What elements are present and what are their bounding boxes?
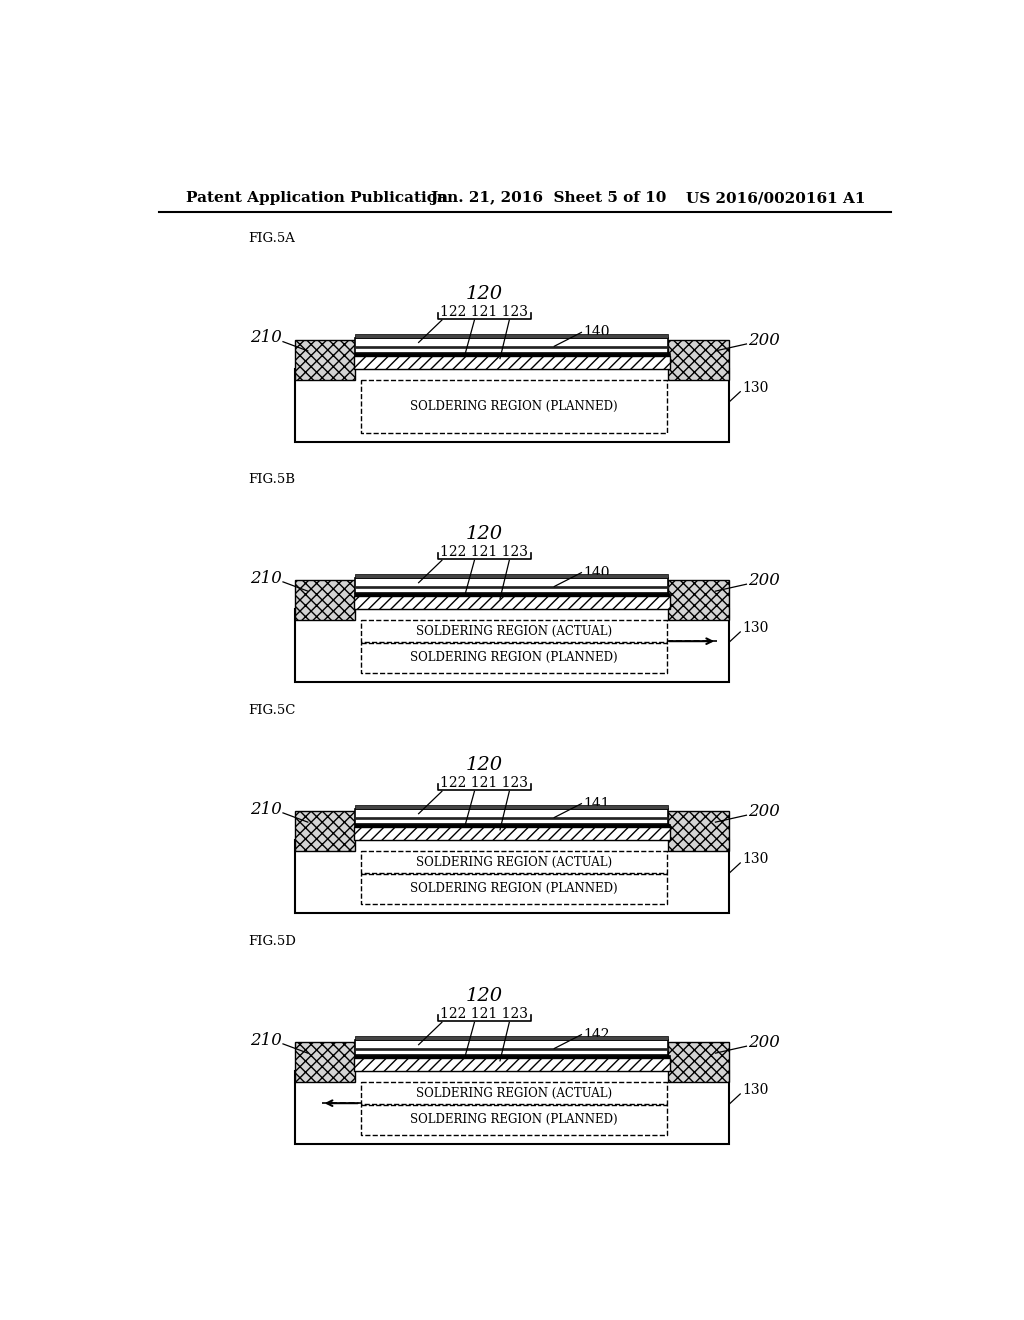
Text: Jan. 21, 2016  Sheet 5 of 10: Jan. 21, 2016 Sheet 5 of 10 bbox=[430, 191, 667, 206]
Bar bbox=[355, 1036, 669, 1040]
Text: 200: 200 bbox=[748, 1034, 780, 1051]
Bar bbox=[353, 354, 670, 355]
Text: 200: 200 bbox=[748, 572, 780, 589]
Bar bbox=[353, 355, 670, 368]
Bar bbox=[353, 594, 670, 595]
Text: 122 121 123: 122 121 123 bbox=[440, 1007, 528, 1020]
Bar bbox=[355, 805, 669, 809]
Text: SOLDERING REGION (PLANNED): SOLDERING REGION (PLANNED) bbox=[410, 882, 617, 895]
Text: 140: 140 bbox=[584, 566, 610, 579]
Bar bbox=[295, 840, 729, 913]
Text: 122 121 123: 122 121 123 bbox=[440, 545, 528, 558]
Bar bbox=[355, 1048, 669, 1051]
Bar bbox=[669, 1043, 729, 1082]
Bar bbox=[295, 341, 355, 380]
Text: 120: 120 bbox=[466, 285, 503, 304]
Text: SOLDERING REGION (PLANNED): SOLDERING REGION (PLANNED) bbox=[410, 1113, 617, 1126]
Text: 130: 130 bbox=[742, 381, 769, 395]
Bar bbox=[353, 595, 670, 609]
Text: 120: 120 bbox=[466, 987, 503, 1006]
Bar bbox=[355, 809, 669, 825]
Bar bbox=[355, 334, 669, 338]
Text: FIG.5C: FIG.5C bbox=[248, 704, 296, 717]
Bar bbox=[669, 812, 729, 851]
Text: 210: 210 bbox=[250, 1031, 282, 1048]
Bar bbox=[295, 1071, 729, 1144]
Bar bbox=[353, 825, 670, 826]
Text: 140: 140 bbox=[584, 326, 610, 339]
Bar bbox=[355, 346, 669, 348]
Bar bbox=[353, 1056, 670, 1057]
Text: SOLDERING REGION (PLANNED): SOLDERING REGION (PLANNED) bbox=[410, 651, 617, 664]
Text: 200: 200 bbox=[748, 803, 780, 820]
Bar bbox=[295, 1043, 355, 1082]
Text: US 2016/0020161 A1: US 2016/0020161 A1 bbox=[686, 191, 865, 206]
Text: Patent Application Publication: Patent Application Publication bbox=[186, 191, 449, 206]
Text: SOLDERING REGION (ACTUAL): SOLDERING REGION (ACTUAL) bbox=[416, 1086, 611, 1100]
Bar bbox=[355, 578, 669, 594]
Bar bbox=[669, 341, 729, 380]
Text: 122 121 123: 122 121 123 bbox=[440, 776, 528, 789]
Bar bbox=[295, 609, 729, 682]
Text: 210: 210 bbox=[250, 329, 282, 346]
Bar bbox=[353, 1057, 670, 1071]
Text: 210: 210 bbox=[250, 569, 282, 586]
Text: 122 121 123: 122 121 123 bbox=[440, 305, 528, 318]
Text: 130: 130 bbox=[742, 622, 769, 635]
Text: 120: 120 bbox=[466, 525, 503, 544]
Text: 120: 120 bbox=[466, 756, 503, 775]
Bar bbox=[355, 586, 669, 589]
Text: FIG.5D: FIG.5D bbox=[248, 935, 296, 948]
Text: 141: 141 bbox=[584, 797, 610, 810]
Text: SOLDERING REGION (PLANNED): SOLDERING REGION (PLANNED) bbox=[410, 400, 617, 413]
Bar bbox=[353, 826, 670, 840]
Text: 210: 210 bbox=[250, 800, 282, 817]
Text: SOLDERING REGION (ACTUAL): SOLDERING REGION (ACTUAL) bbox=[416, 855, 611, 869]
Bar bbox=[669, 581, 729, 620]
Text: SOLDERING REGION (ACTUAL): SOLDERING REGION (ACTUAL) bbox=[416, 624, 611, 638]
Text: 130: 130 bbox=[742, 1084, 769, 1097]
Bar bbox=[355, 817, 669, 818]
Text: FIG.5A: FIG.5A bbox=[248, 232, 295, 246]
Text: 142: 142 bbox=[584, 1028, 610, 1041]
Bar bbox=[355, 574, 669, 578]
Bar bbox=[295, 368, 729, 442]
Text: 200: 200 bbox=[748, 331, 780, 348]
Text: 130: 130 bbox=[742, 853, 769, 866]
Bar bbox=[295, 812, 355, 851]
Bar bbox=[355, 1040, 669, 1056]
Text: FIG.5B: FIG.5B bbox=[248, 473, 295, 486]
Bar bbox=[295, 581, 355, 620]
Bar bbox=[355, 338, 669, 354]
